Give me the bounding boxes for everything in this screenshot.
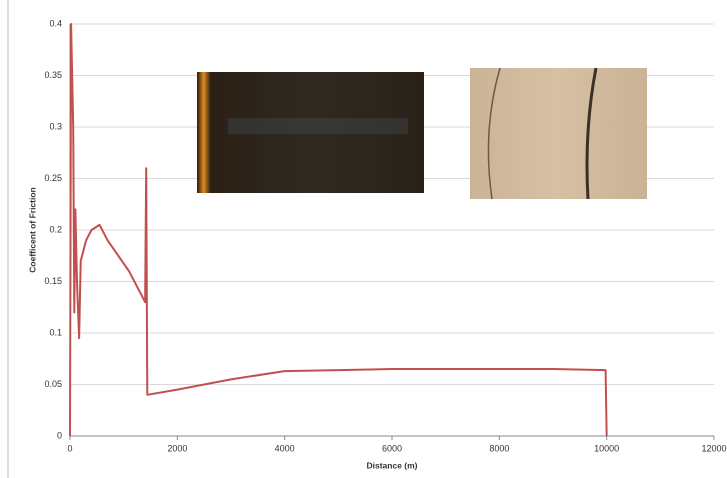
y-axis-title: Coefficent of Friction: [27, 187, 37, 272]
x-tick-label: 8000: [489, 443, 509, 453]
y-tick-label: 0.35: [44, 70, 62, 80]
x-tick-label: 6000: [382, 443, 402, 453]
y-tick-label: 0.2: [49, 224, 62, 234]
x-tick-label: 0: [67, 443, 72, 453]
x-tick-label: 12000: [701, 443, 726, 453]
x-tick-label: 10000: [594, 443, 619, 453]
y-tick-label: 0.15: [44, 276, 62, 286]
y-tick-label: 0: [57, 430, 62, 440]
x-tick-label: 2000: [167, 443, 187, 453]
micrograph-band: [228, 118, 408, 134]
y-tick-label: 0.1: [49, 327, 62, 337]
x-tick-label: 4000: [275, 443, 295, 453]
x-axis-title: Distance (m): [366, 460, 417, 470]
y-tick-label: 0.4: [49, 18, 62, 28]
chart: Coefficent of Friction Distance (m) 0 0.0…: [0, 0, 727, 478]
y-tick-label: 0.3: [49, 121, 62, 131]
y-tick-label: 0.25: [44, 173, 62, 183]
micrograph-light: [470, 68, 647, 199]
y-tick-label: 0.05: [44, 379, 62, 389]
